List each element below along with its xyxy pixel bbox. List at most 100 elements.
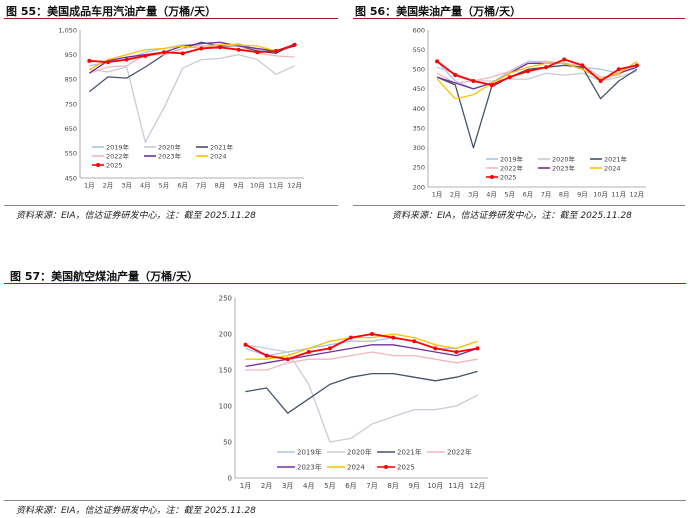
y-tick-label: 250 [219, 294, 232, 302]
series-point-2025 [580, 63, 585, 68]
series-line-2020年 [245, 344, 478, 443]
series-point-2025 [454, 350, 459, 354]
series-point-2025 [306, 350, 311, 354]
x-tick-label: 4月 [140, 182, 151, 190]
y-tick-label: 50 [223, 438, 232, 446]
series-point-2025 [162, 50, 166, 55]
x-tick-label: 3月 [468, 191, 479, 199]
y-tick-label: 0 [228, 474, 232, 482]
legend-label: 2023年 [297, 462, 322, 471]
diesel-production-chart: 200 250 300 350 400 450 500 550 600 1月 2月 3月 4月 5月 6月 7… [413, 26, 646, 199]
y-tick-label: 1,050 [58, 26, 77, 34]
figure-55-source-rule [4, 205, 338, 206]
figure-55-source: 资料来源：EIA，信达证券研发中心，注：截至 2025.11.28 [16, 211, 256, 221]
x-tick-label: 10月 [593, 191, 608, 199]
legend-label: 2025 [500, 173, 517, 181]
series-point-2025 [544, 65, 549, 70]
x-tick-label: 7月 [366, 482, 377, 490]
x-tick-label: 3月 [121, 182, 132, 190]
x-tick-label: 7月 [196, 182, 207, 190]
legend-label: 2023年 [158, 151, 182, 160]
legend-label: 2024 [347, 463, 365, 471]
y-tick-label: 100 [219, 402, 232, 410]
y-tick-label: 850 [65, 76, 77, 84]
figure-57-source-rule [4, 500, 686, 501]
series-line-2022年 [436, 60, 638, 84]
x-tick-label: 11月 [611, 191, 626, 199]
x-tick-label: 9月 [233, 182, 244, 190]
x-tick-label: 2月 [450, 191, 461, 199]
x-tick-label: 6月 [345, 482, 356, 490]
y-tick-label: 150 [219, 366, 232, 374]
x-tick-label: 4月 [486, 191, 497, 199]
series-line-2022年 [245, 351, 478, 371]
series-point-2025 [243, 342, 248, 347]
legend-label: 2019年 [297, 447, 322, 456]
series-point-2025 [433, 346, 438, 351]
series-line-2025 [245, 333, 478, 361]
y-tick-label: 750 [65, 100, 77, 108]
series-point-2025 [87, 58, 92, 63]
legend-marker [96, 163, 100, 167]
x-tick-label: 1月 [432, 191, 443, 199]
series-point-2025 [471, 79, 476, 84]
x-tick-label: 12月 [469, 482, 485, 490]
y-tick-label: 500 [413, 66, 425, 74]
series-line-2021年 [245, 370, 478, 414]
legend-label: 2020年 [158, 142, 182, 151]
x-tick-label: 12月 [287, 182, 302, 190]
legend-label: 2024 [210, 152, 227, 160]
legend-label: 2021年 [210, 142, 234, 151]
x-tick-label: 7月 [541, 191, 552, 199]
figure-57-source: 资料来源：EIA，信达证券研发中心，注：截至 2025.11.28 [16, 506, 256, 516]
legend-marker [384, 465, 388, 469]
series-line-2025 [89, 43, 295, 63]
series-point-2025 [391, 335, 396, 340]
series-point-2025 [285, 357, 290, 362]
x-tick-label: 9月 [408, 482, 419, 490]
figure-57-title: 图 57：美国航空煤油产量（万桶/天） [10, 270, 199, 283]
series-point-2025 [327, 346, 332, 351]
x-tick-label: 9月 [577, 191, 588, 199]
series-point-2025 [218, 45, 222, 50]
series-point-2025 [348, 335, 353, 340]
figure-55-title-rule [4, 18, 338, 19]
legend-label: 2024 [604, 164, 621, 172]
y-tick-label: 300 [413, 144, 425, 152]
legend-label: 2020年 [347, 447, 372, 456]
figure-56-title-rule [353, 18, 685, 19]
series-point-2025 [199, 46, 204, 51]
y-tick-label: 600 [413, 26, 425, 34]
figure-57-title-rule [4, 283, 686, 284]
y-tick-label: 550 [413, 46, 425, 54]
x-tick-label: 3月 [282, 482, 293, 490]
series-point-2025 [412, 339, 417, 344]
x-tick-label: 12月 [630, 191, 645, 199]
series-point-2025 [124, 57, 129, 62]
figure-56-source-rule [353, 205, 685, 206]
series-point-2025 [453, 73, 458, 78]
series-point-2025 [562, 57, 567, 62]
figure-56-title: 图 56：美国柴油产量（万桶/天） [355, 5, 522, 18]
series-point-2025 [274, 48, 278, 53]
x-tick-label: 11月 [448, 482, 464, 490]
series-point-2025 [255, 50, 260, 55]
y-tick-label: 400 [413, 105, 425, 113]
legend-label: 2020年 [552, 154, 576, 163]
y-tick-label: 200 [219, 330, 232, 338]
series-line-2020年 [89, 54, 295, 143]
y-tick-label: 550 [65, 150, 77, 158]
series-point-2025 [180, 51, 185, 56]
y-tick-label: 450 [65, 174, 77, 182]
series-point-2025 [143, 53, 148, 58]
series-point-2025 [106, 60, 110, 65]
y-tick-label: 650 [65, 125, 77, 133]
figure-56-source: 资料来源：EIA，信达证券研发中心，注：截至 2025.11.28 [392, 211, 632, 221]
series-line-2023年 [88, 41, 295, 74]
jet-fuel-production-chart: 0 50 100 150 200 250 1月 2月 3月 4月 5月 6月 7月 8月 9月 10月 11月 1… [219, 294, 488, 490]
legend-label: 2022年 [106, 151, 130, 160]
series-line-2023年 [245, 344, 478, 368]
x-tick-label: 6月 [523, 191, 534, 199]
x-tick-label: 1月 [84, 182, 95, 190]
series-line-2024 [245, 333, 478, 360]
